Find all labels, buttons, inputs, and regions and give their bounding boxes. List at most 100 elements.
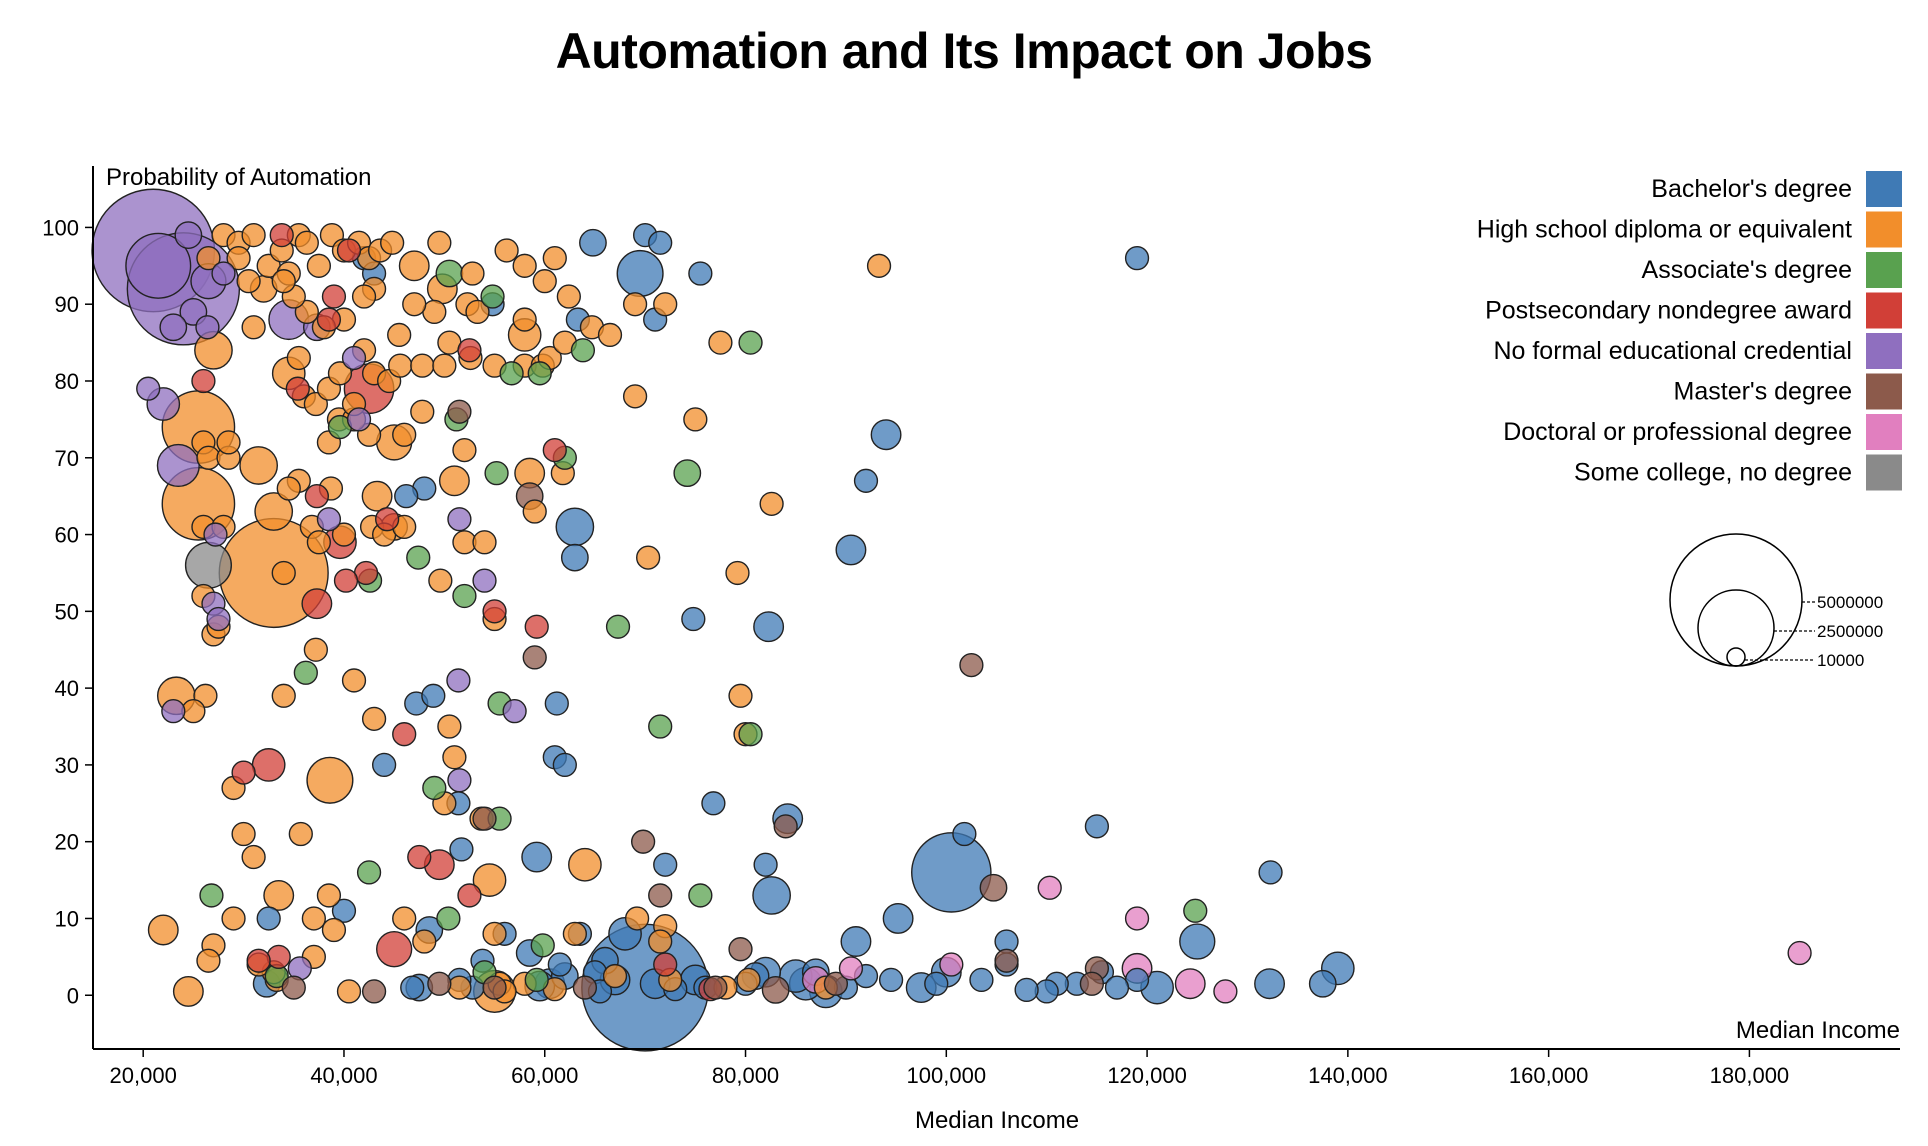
data-point[interactable] [371,752,397,778]
data-point[interactable] [422,775,447,801]
data-point[interactable] [683,407,708,432]
data-point[interactable] [878,967,904,993]
data-point[interactable] [648,230,673,255]
data-point[interactable] [681,606,706,632]
data-point[interactable] [457,338,482,363]
data-point[interactable] [191,368,216,394]
data-point[interactable] [231,760,256,785]
data-point[interactable] [435,259,464,288]
data-point[interactable] [482,975,507,1000]
data-point[interactable] [579,228,607,257]
data-point[interactable] [761,975,790,1004]
data-point[interactable] [410,353,435,378]
data-point[interactable] [969,967,994,993]
data-point[interactable] [524,967,549,993]
data-point[interactable] [387,322,412,348]
data-point[interactable] [480,284,505,309]
data-point[interactable] [524,614,549,639]
data-point[interactable] [147,914,179,946]
data-point[interactable] [161,699,186,724]
data-point[interactable] [271,269,296,294]
data-point[interactable] [605,614,631,639]
data-point[interactable] [361,979,387,1004]
data-point[interactable] [512,307,537,332]
data-point[interactable] [341,668,367,693]
data-point[interactable] [728,683,753,708]
data-point[interactable] [542,246,567,271]
data-point[interactable] [392,906,417,931]
data-point[interactable] [136,376,161,401]
data-point[interactable] [472,530,497,555]
data-point[interactable] [738,330,763,355]
data-point[interactable] [446,668,471,693]
data-point[interactable] [174,221,203,250]
data-point[interactable] [472,806,497,831]
data-point[interactable] [276,476,301,501]
data-point[interactable] [1034,979,1059,1004]
data-point[interactable] [452,437,477,463]
data-point[interactable] [254,492,294,531]
data-point[interactable] [303,637,328,662]
data-point[interactable] [552,752,577,778]
data-point[interactable] [636,545,661,570]
data-point[interactable] [211,261,236,286]
data-point[interactable] [304,484,329,509]
data-point[interactable] [708,330,733,355]
data-point[interactable] [547,952,572,977]
data-point[interactable] [622,292,648,317]
data-point[interactable] [199,883,224,908]
data-point[interactable] [331,898,357,923]
data-point[interactable] [853,468,879,493]
data-point[interactable] [380,230,405,255]
data-point[interactable] [246,948,271,973]
data-point[interactable] [1787,940,1812,966]
data-point[interactable] [428,568,453,593]
data-point[interactable] [753,611,785,643]
data-point[interactable] [449,837,474,862]
data-point[interactable] [1124,906,1150,931]
data-point[interactable] [457,883,482,908]
data-point[interactable] [341,345,367,371]
data-point[interactable] [1308,969,1337,998]
data-point[interactable] [256,906,281,931]
data-point[interactable] [206,606,231,632]
data-point[interactable] [331,522,357,547]
data-point[interactable] [231,821,256,847]
data-point[interactable] [410,399,435,424]
data-point[interactable] [241,222,266,248]
data-point[interactable] [773,814,798,839]
data-point[interactable] [882,903,914,934]
data-point[interactable] [447,768,472,793]
data-point[interactable] [527,361,552,386]
data-point[interactable] [251,748,286,782]
data-point[interactable] [472,568,497,593]
data-point[interactable] [701,791,726,816]
data-point[interactable] [156,443,200,488]
data-point[interactable] [306,253,332,278]
data-point[interactable] [556,284,581,309]
data-point[interactable] [530,933,555,958]
data-point[interactable] [427,971,452,996]
data-point[interactable] [622,384,648,409]
data-point[interactable] [293,660,318,685]
data-point[interactable] [597,322,623,348]
data-point[interactable] [333,568,359,593]
data-point[interactable] [568,847,602,882]
data-point[interactable] [736,967,761,993]
data-point[interactable] [285,376,310,401]
data-point[interactable] [236,269,261,294]
data-point[interactable] [502,699,527,724]
data-point[interactable] [336,238,362,263]
data-point[interactable] [482,921,507,946]
data-point[interactable] [616,249,664,298]
data-point[interactable] [725,560,750,586]
data-point[interactable] [703,975,728,1000]
data-point[interactable] [407,844,432,870]
data-point[interactable] [866,253,892,278]
data-point[interactable] [336,979,362,1004]
data-point[interactable] [521,841,553,873]
data-point[interactable] [388,353,413,378]
data-point[interactable] [172,975,204,1007]
data-point[interactable] [301,906,326,931]
data-point[interactable] [994,948,1019,973]
